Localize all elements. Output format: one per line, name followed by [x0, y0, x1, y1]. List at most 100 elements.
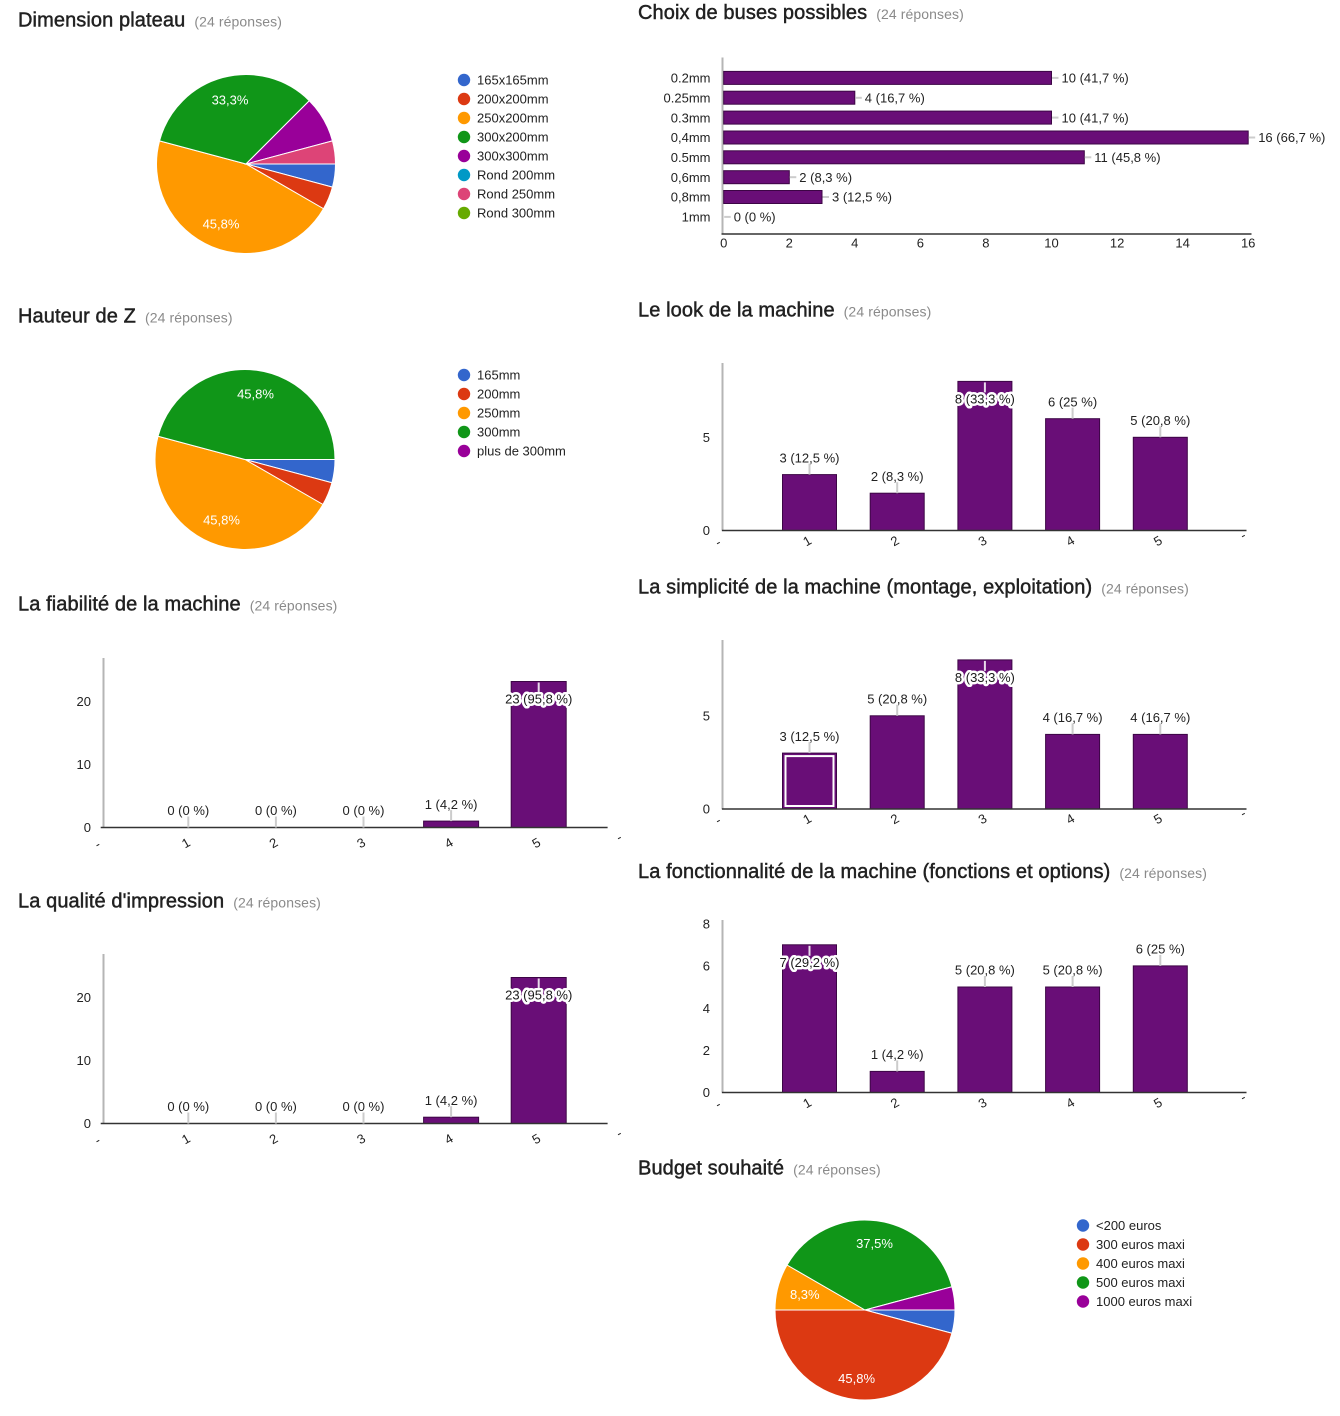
svg-text:1000 euros maxi: 1000 euros maxi: [1096, 1294, 1192, 1309]
svg-text:8,3%: 8,3%: [790, 1287, 820, 1302]
svg-text:200mm: 200mm: [477, 387, 520, 402]
svg-text:23 (95,8 %): 23 (95,8 %): [505, 988, 572, 1003]
svg-text:-: -: [712, 535, 723, 550]
svg-text:1 (4,2 %): 1 (4,2 %): [871, 1047, 924, 1062]
svg-text:500 euros maxi: 500 euros maxi: [1096, 1275, 1185, 1290]
svg-text:Rond 250mm: Rond 250mm: [477, 187, 555, 202]
svg-text:0 (0 %): 0 (0 %): [343, 1099, 385, 1114]
svg-text:La fiabilité de la machine(24: La fiabilité de la machine (24 réponses): [18, 594, 337, 616]
svg-text:23 (95,8 %): 23 (95,8 %): [505, 692, 572, 707]
svg-text:0 (0 %): 0 (0 %): [167, 1099, 209, 1114]
svg-text:7 (29,2 %): 7 (29,2 %): [780, 955, 840, 970]
svg-text:0: 0: [703, 802, 710, 817]
svg-text:11 (45,8 %): 11 (45,8 %): [1094, 150, 1160, 165]
svg-text:300mm: 300mm: [477, 425, 520, 440]
svg-text:0.3mm: 0.3mm: [671, 110, 711, 125]
svg-text:0.2mm: 0.2mm: [671, 71, 711, 86]
svg-text:3 (12,5 %): 3 (12,5 %): [780, 729, 840, 744]
svg-text:plus de 300mm: plus de 300mm: [477, 444, 566, 459]
svg-text:0 (0 %): 0 (0 %): [343, 803, 385, 818]
svg-text:-: -: [92, 1133, 103, 1148]
svg-text:La simplicité de la machine (m: La simplicité de la machine (montage, ex…: [638, 576, 1189, 598]
svg-text:37,5%: 37,5%: [856, 1236, 893, 1251]
svg-text:0: 0: [84, 820, 91, 835]
svg-text:16: 16: [1241, 235, 1255, 250]
svg-text:250mm: 250mm: [477, 406, 520, 421]
svg-text:0.5mm: 0.5mm: [671, 150, 711, 165]
svg-text:3 (12,5 %): 3 (12,5 %): [780, 450, 840, 465]
svg-text:200x200mm: 200x200mm: [477, 92, 549, 107]
svg-text:5 (20,8 %): 5 (20,8 %): [1043, 963, 1103, 978]
svg-text:0 (0 %): 0 (0 %): [734, 210, 776, 225]
svg-text:12: 12: [1110, 235, 1124, 250]
svg-text:45,8%: 45,8%: [237, 387, 274, 402]
svg-text:10 (41,7 %): 10 (41,7 %): [1062, 71, 1129, 86]
svg-text:8 (33,3 %): 8 (33,3 %): [955, 392, 1015, 407]
svg-text:300x300mm: 300x300mm: [477, 149, 549, 164]
svg-text:3 (12,5 %): 3 (12,5 %): [832, 190, 892, 205]
svg-text:33,3%: 33,3%: [212, 93, 249, 108]
svg-text:5 (20,8 %): 5 (20,8 %): [867, 692, 927, 707]
svg-text:4 (16,7 %): 4 (16,7 %): [1043, 710, 1103, 725]
svg-text:250x200mm: 250x200mm: [477, 111, 549, 126]
svg-text:45,8%: 45,8%: [203, 513, 240, 528]
svg-text:4 (16,7 %): 4 (16,7 %): [865, 91, 925, 106]
svg-text:La fonctionnalité de la machin: La fonctionnalité de la machine (fonctio…: [638, 861, 1207, 883]
svg-text:0: 0: [703, 523, 710, 538]
svg-text:4: 4: [703, 1001, 710, 1016]
svg-text:2 (8,3 %): 2 (8,3 %): [871, 469, 924, 484]
svg-text:-: -: [613, 830, 624, 845]
svg-text:1mm: 1mm: [682, 210, 711, 225]
svg-text:4: 4: [851, 235, 858, 250]
svg-text:0,6mm: 0,6mm: [671, 170, 711, 185]
svg-text:-: -: [1237, 528, 1248, 543]
svg-text:0: 0: [720, 235, 727, 250]
svg-text:45,8%: 45,8%: [838, 1371, 875, 1386]
svg-text:6: 6: [703, 959, 710, 974]
svg-text:2 (8,3 %): 2 (8,3 %): [799, 170, 852, 185]
svg-text:6 (25 %): 6 (25 %): [1136, 942, 1185, 957]
svg-text:165mm: 165mm: [477, 368, 520, 383]
svg-text:0 (0 %): 0 (0 %): [167, 803, 209, 818]
svg-text:La qualité d'impression(24 rép: La qualité d'impression (24 réponses): [18, 891, 321, 913]
svg-text:-: -: [1237, 806, 1248, 821]
svg-text:400 euros maxi: 400 euros maxi: [1096, 1256, 1185, 1271]
svg-text:5 (20,8 %): 5 (20,8 %): [1130, 413, 1190, 428]
svg-text:Budget souhaité(24 réponses): Budget souhaité (24 réponses): [638, 1157, 881, 1179]
svg-text:4 (16,7 %): 4 (16,7 %): [1130, 710, 1190, 725]
svg-text:10: 10: [1044, 235, 1058, 250]
svg-text:-: -: [613, 1126, 624, 1141]
svg-text:-: -: [92, 837, 103, 852]
svg-text:2: 2: [703, 1043, 710, 1058]
svg-text:Rond 200mm: Rond 200mm: [477, 168, 555, 183]
svg-text:-: -: [712, 1097, 723, 1112]
svg-text:6: 6: [917, 235, 924, 250]
svg-text:0: 0: [703, 1085, 710, 1100]
svg-text:5 (20,8 %): 5 (20,8 %): [955, 963, 1015, 978]
svg-text:Le look de la machine(24 répon: Le look de la machine (24 réponses): [638, 300, 931, 322]
svg-text:Hauteur de Z(24 réponses): Hauteur de Z (24 réponses): [18, 306, 233, 328]
svg-text:0 (0 %): 0 (0 %): [255, 1099, 297, 1114]
svg-text:5: 5: [703, 709, 710, 724]
svg-text:10: 10: [77, 1053, 91, 1068]
svg-text:300 euros maxi: 300 euros maxi: [1096, 1237, 1185, 1252]
svg-text:45,8%: 45,8%: [203, 217, 240, 232]
svg-text:8 (33,3 %): 8 (33,3 %): [955, 670, 1015, 685]
svg-text:Choix de buses possibles(24 ré: Choix de buses possibles (24 réponses): [638, 2, 964, 24]
svg-text:0: 0: [84, 1116, 91, 1131]
svg-text:165x165mm: 165x165mm: [477, 73, 549, 88]
svg-text:1 (4,2 %): 1 (4,2 %): [425, 797, 478, 812]
svg-text:10: 10: [77, 757, 91, 772]
svg-text:-: -: [1237, 1090, 1248, 1105]
svg-text:2: 2: [786, 235, 793, 250]
svg-text:20: 20: [77, 990, 91, 1005]
svg-text:10 (41,7 %): 10 (41,7 %): [1062, 110, 1129, 125]
svg-text:Dimension plateau(24 réponses): Dimension plateau (24 réponses): [18, 10, 282, 32]
svg-text:0.25mm: 0.25mm: [664, 91, 711, 106]
svg-text:8: 8: [703, 916, 710, 931]
svg-text:300x200mm: 300x200mm: [477, 130, 549, 145]
svg-text:5: 5: [703, 430, 710, 445]
svg-text:14: 14: [1175, 235, 1189, 250]
svg-text:<200 euros: <200 euros: [1096, 1218, 1162, 1233]
svg-text:6 (25 %): 6 (25 %): [1048, 394, 1097, 409]
